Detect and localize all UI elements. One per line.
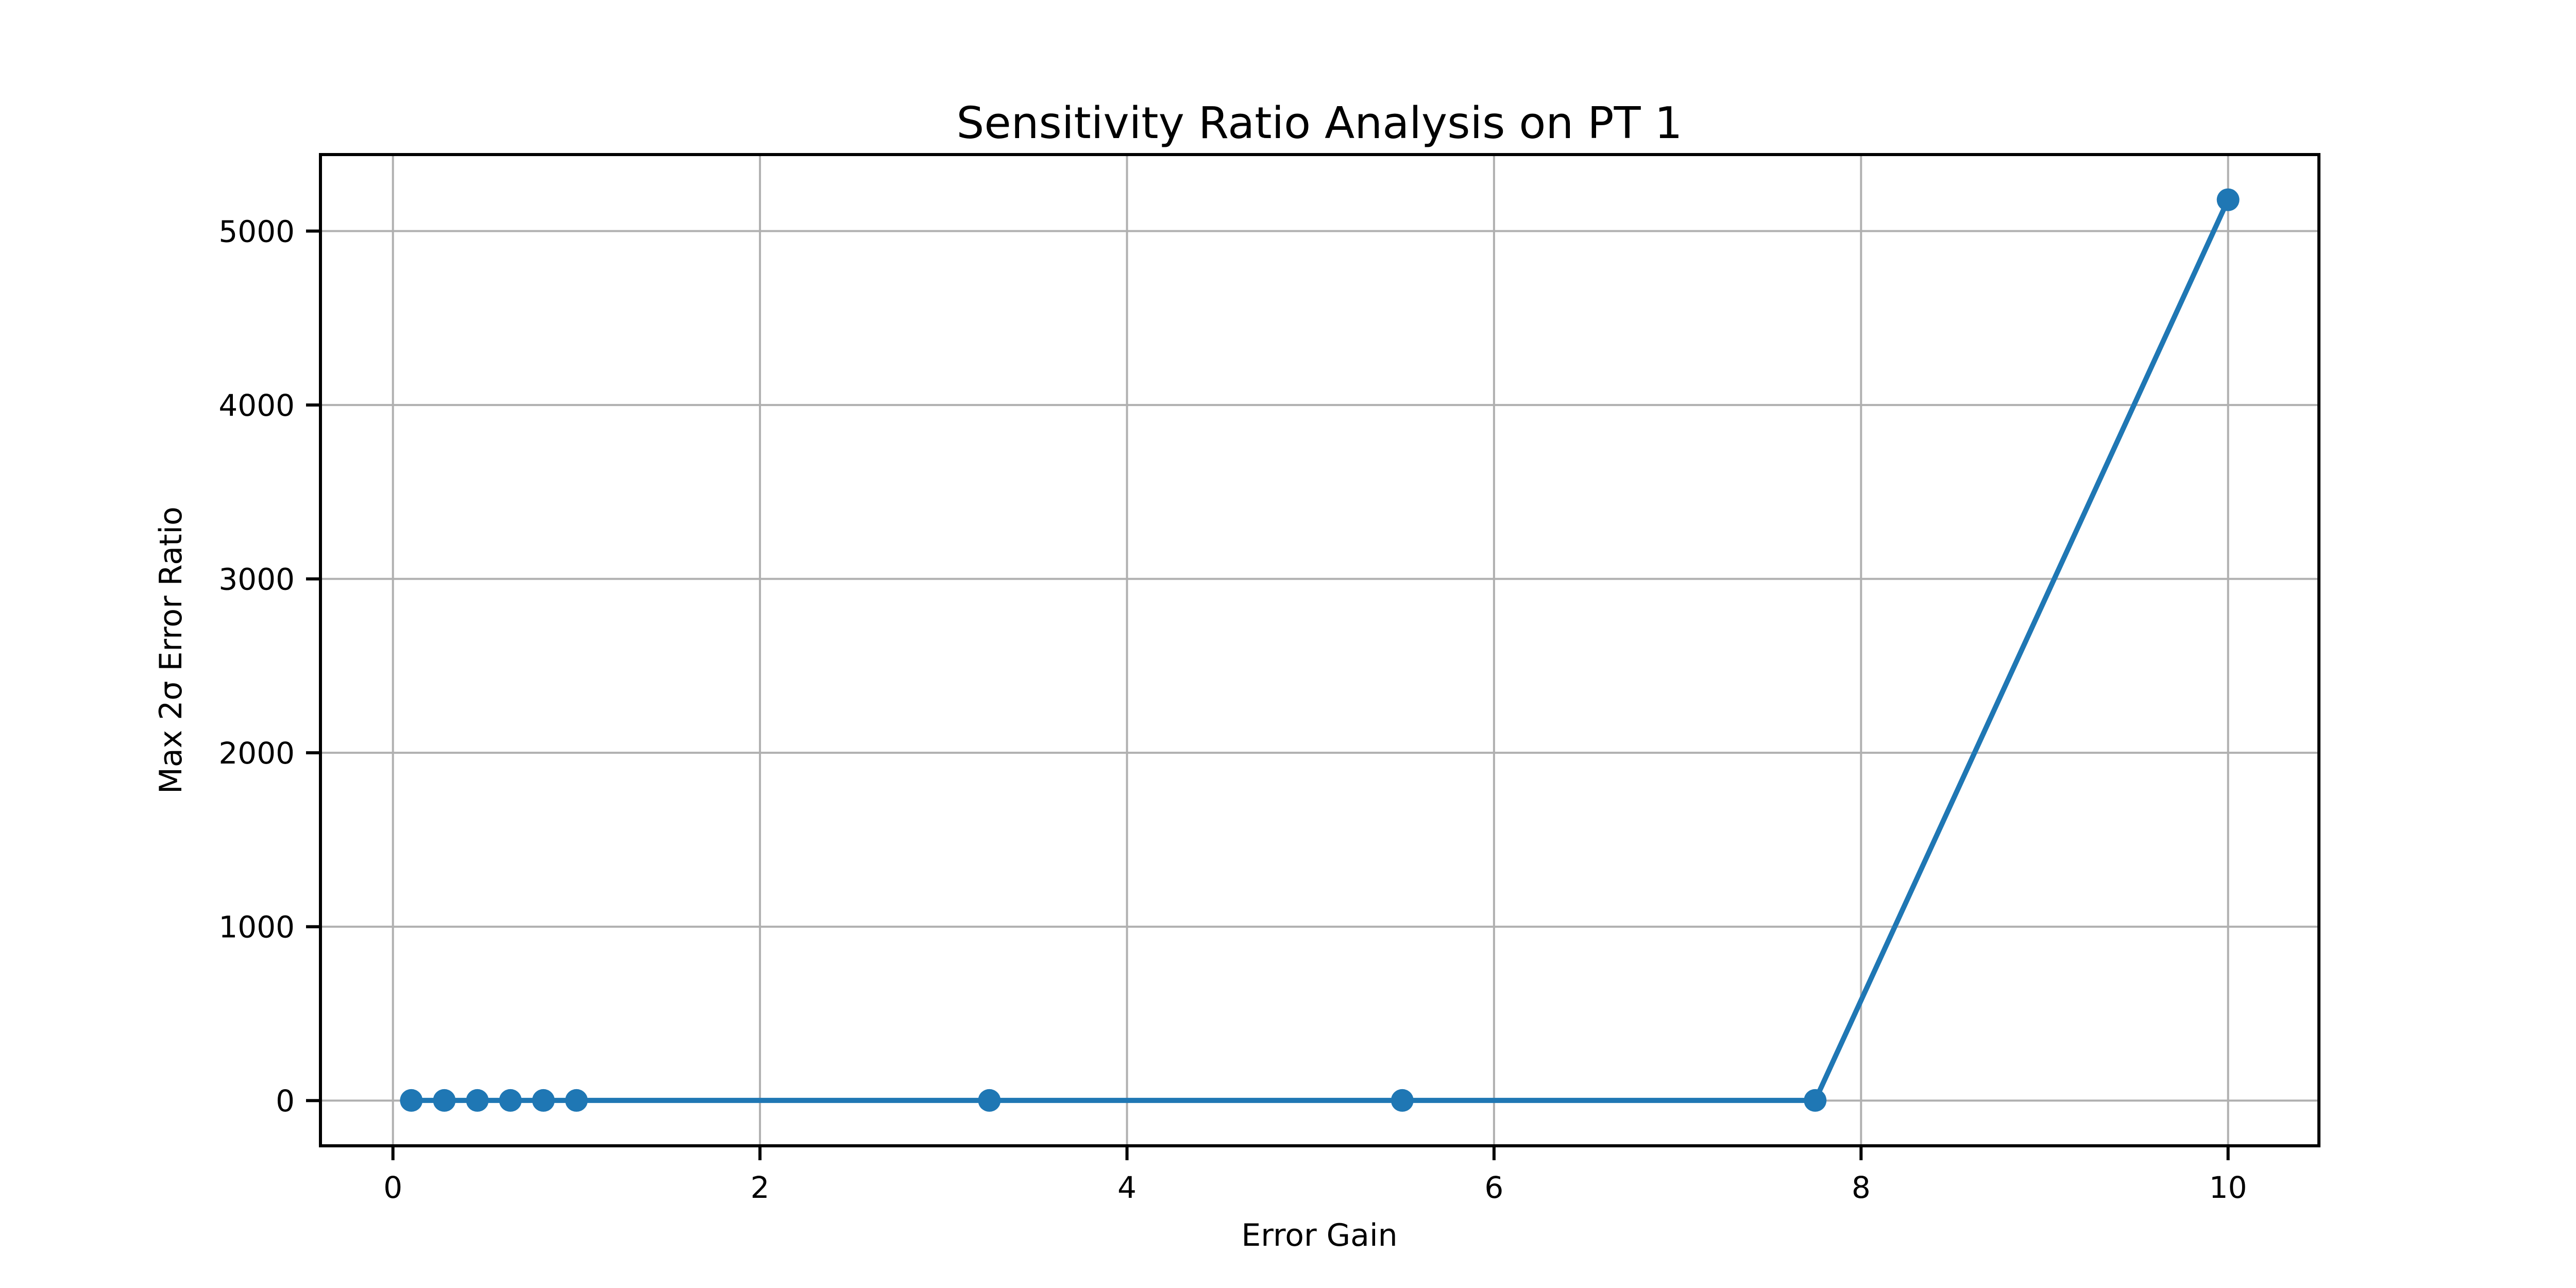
y-tick-label: 2000 xyxy=(218,736,295,771)
data-point-marker xyxy=(2216,188,2240,211)
data-point-marker xyxy=(400,1089,423,1112)
x-axis-label: Error Gain xyxy=(1241,1217,1397,1253)
x-tick-label: 10 xyxy=(2209,1170,2247,1205)
plot-border xyxy=(319,153,2320,1147)
x-tick-label: 8 xyxy=(1852,1170,1871,1205)
tick-layer xyxy=(306,229,2230,1160)
series-line xyxy=(409,197,2231,1103)
spine-layer xyxy=(319,153,2320,1147)
data-point-marker xyxy=(433,1089,456,1112)
y-axis-label: Max 2σ Error Ratio xyxy=(153,506,189,794)
data-point-marker xyxy=(532,1089,555,1112)
chart-title: Sensitivity Ratio Analysis on PT 1 xyxy=(956,98,1682,149)
x-tick-label: 2 xyxy=(751,1170,770,1205)
data-point-marker xyxy=(978,1089,1001,1112)
data-point-marker xyxy=(466,1089,489,1112)
data-point-marker xyxy=(499,1089,522,1112)
y-tick-label: 3000 xyxy=(218,562,295,597)
y-tick-label: 1000 xyxy=(218,910,295,945)
y-tick-label: 4000 xyxy=(218,388,295,423)
tick-label-layer: 0 2 4 6 8 10 0 1000 2000 3000 4000 5000 xyxy=(218,214,2247,1205)
x-tick-label: 4 xyxy=(1117,1170,1137,1205)
x-tick-label: 0 xyxy=(383,1170,402,1205)
y-tick-label: 5000 xyxy=(218,214,295,249)
x-tick-label: 6 xyxy=(1484,1170,1503,1205)
series-layer xyxy=(400,188,2240,1112)
y-tick-label: 0 xyxy=(276,1083,295,1118)
data-point-marker xyxy=(1804,1089,1827,1112)
data-point-marker xyxy=(565,1089,588,1112)
data-point-marker xyxy=(1391,1089,1414,1112)
